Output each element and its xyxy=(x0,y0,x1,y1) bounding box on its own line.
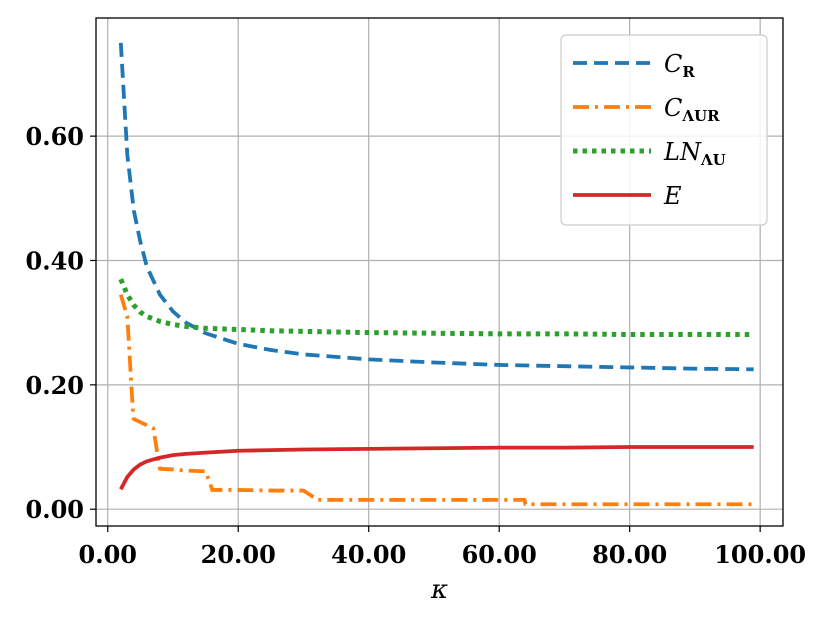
y-tick-label: 0.40 xyxy=(26,246,84,275)
x-tick-label: 100.00 xyxy=(714,540,806,569)
series-line-3 xyxy=(119,445,754,491)
x-tick-label: 40.00 xyxy=(331,540,406,569)
legend-label-main: LN xyxy=(663,138,702,166)
legend-label-subscript: ΛU xyxy=(700,151,726,169)
legend-label-main: C xyxy=(664,94,682,122)
legend-label-1: CΛUR xyxy=(664,94,720,125)
legend-label-subscript: R xyxy=(682,63,695,81)
legend-label-main: C xyxy=(664,50,682,78)
legend-label-main: E xyxy=(663,182,682,210)
y-tick-label: 0.00 xyxy=(26,495,84,524)
series-line-2 xyxy=(118,278,754,337)
x-tick-label: 0.00 xyxy=(79,540,137,569)
series-line-1 xyxy=(118,294,754,507)
x-tick-label: 20.00 xyxy=(201,540,276,569)
legend-label-subscript: ΛUR xyxy=(681,107,720,125)
y-tick-label: 0.60 xyxy=(26,122,84,151)
x-axis-label: κ xyxy=(430,575,448,605)
legend-box xyxy=(560,34,768,226)
legend-label-0: CR xyxy=(664,50,695,81)
x-tick-label: 80.00 xyxy=(592,540,667,569)
legend-label-2: LNΛU xyxy=(663,138,726,169)
plot-frame xyxy=(95,17,784,527)
series-line-0 xyxy=(118,42,754,372)
legend-label-3: E xyxy=(663,182,682,210)
x-tick-label: 60.00 xyxy=(462,540,537,569)
y-tick-label: 0.20 xyxy=(26,371,84,400)
axis-ticks: 0.00 20.00 40.00 60.00 80.00 100.00 0.00 0.20 0.… xyxy=(26,122,807,569)
series-layer xyxy=(118,42,754,507)
